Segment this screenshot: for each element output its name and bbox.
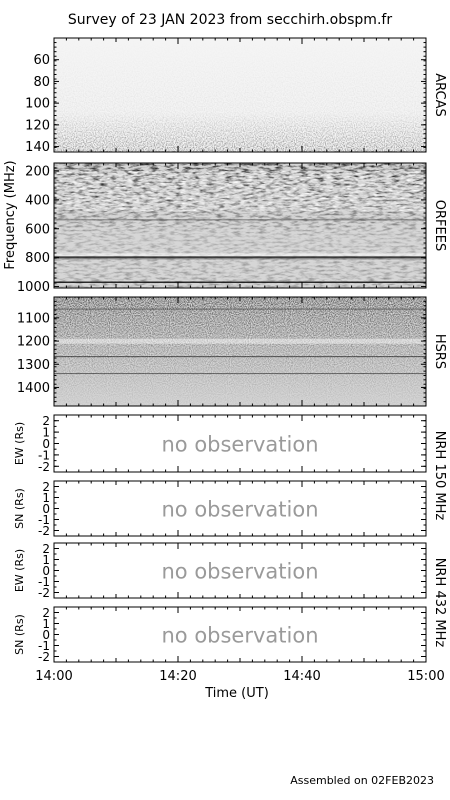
y-tick-label: 1300 xyxy=(17,358,50,373)
y-tick-label: -2 xyxy=(38,586,50,600)
spectrogram-band xyxy=(54,356,426,358)
y-tick-label: 200 xyxy=(25,164,50,179)
right-label-3: HSRS xyxy=(432,334,447,369)
spectrogram-band xyxy=(54,219,426,221)
spectrogram-noise xyxy=(54,297,426,406)
panel-3: 1100 1200 1300 1400 xyxy=(17,296,427,407)
no-observation-text: no observation xyxy=(161,498,318,522)
spectrogram-band xyxy=(54,253,426,257)
footer-assembled: Assembled on 02FEB2023 xyxy=(290,774,434,787)
shared-y-axis-label: Frequency (MHz) xyxy=(3,160,18,269)
y-tick-label: 2 xyxy=(42,414,50,428)
figure-title: Survey of 23 JAN 2023 from secchirh.obsp… xyxy=(68,12,392,28)
y-tick-label: -2 xyxy=(38,650,50,664)
panel-5: no observation SN (Rs) 210-1-2 xyxy=(13,480,427,538)
right-label-2: ORFEES xyxy=(432,200,447,251)
y-tick-label: 1 xyxy=(42,491,50,505)
panel-4: no observation EW (Rs) 210-1-2 xyxy=(13,414,427,474)
y-axis-label: EW (Rs) xyxy=(13,422,26,465)
right-label-1: ARCAS xyxy=(432,73,447,117)
y-tick-label: 1400 xyxy=(17,381,50,396)
y-tick-label: 400 xyxy=(25,193,50,208)
panel-7: no observation SN (Rs) 210-1-2 xyxy=(13,606,427,664)
y-tick-label: 2 xyxy=(42,606,50,620)
y-tick-label: 120 xyxy=(25,118,50,133)
y-tick-label: 800 xyxy=(25,251,50,266)
spectrogram-band xyxy=(54,308,426,310)
y-tick-label: 1100 xyxy=(17,311,50,326)
y-tick-label: -2 xyxy=(38,460,50,474)
y-axis-label: SN (Rs) xyxy=(13,614,26,655)
y-axis-label: SN (Rs) xyxy=(13,488,26,529)
spectrogram-band xyxy=(54,258,426,260)
y-tick-label: 2 xyxy=(42,542,50,556)
no-observation-text: no observation xyxy=(161,624,318,648)
y-tick-label: -1 xyxy=(38,639,50,653)
y-tick-label: -1 xyxy=(38,448,50,462)
x-tick-label: 14:40 xyxy=(283,669,320,684)
y-tick-label: 0 xyxy=(42,628,50,642)
y-tick-label: -1 xyxy=(38,513,50,527)
y-tick-label: 2 xyxy=(42,480,50,494)
y-tick-label: 1 xyxy=(42,617,50,631)
right-labels-group: ARCAS ORFEES HSRS NRH 150 MHz NRH 432 MHz xyxy=(432,73,447,647)
x-tick-label: 15:00 xyxy=(407,669,444,684)
x-tick-label: 14:00 xyxy=(35,669,72,684)
spectrogram-band xyxy=(54,256,426,259)
y-tick-label: 0 xyxy=(42,502,50,516)
y-tick-label: 600 xyxy=(25,222,50,237)
y-tick-label: -2 xyxy=(38,524,50,538)
y-tick-label: 140 xyxy=(25,140,50,155)
right-label-5: NRH 432 MHz xyxy=(432,558,447,648)
y-tick-label: 1 xyxy=(42,426,50,440)
no-observation-text: no observation xyxy=(161,433,318,457)
y-tick-label: 0 xyxy=(42,437,50,451)
spectrogram-noise xyxy=(54,38,426,152)
x-tick-label: 14:20 xyxy=(159,669,196,684)
y-tick-label: 60 xyxy=(33,53,50,68)
y-axis-label: EW (Rs) xyxy=(13,549,26,592)
y-tick-label: 1200 xyxy=(17,335,50,350)
spectrogram-band xyxy=(54,373,426,375)
spectrogram-bright-patches xyxy=(54,171,426,211)
y-tick-label: 1 xyxy=(42,553,50,567)
panel-1: 60 80 100 120 140 xyxy=(25,37,427,155)
y-tick-label: 100 xyxy=(25,97,50,112)
y-tick-label: 0 xyxy=(42,564,50,578)
panel-2: 200 400 600 800 1000 xyxy=(17,162,427,295)
right-label-4: NRH 150 MHz xyxy=(432,431,447,521)
y-tick-label: 1000 xyxy=(17,280,50,295)
panel-6: no observation EW (Rs) 210-1-2 xyxy=(13,542,427,600)
y-tick-label: -1 xyxy=(38,575,50,589)
shared-x-axis-label: Time (UT) xyxy=(204,686,269,701)
spectrogram-band xyxy=(54,338,426,344)
panels-group: 6080100120140200400600800100011001200130… xyxy=(13,37,445,684)
y-tick-label: 80 xyxy=(33,75,50,90)
no-observation-text: no observation xyxy=(161,560,318,584)
spectrogram-band xyxy=(54,281,426,283)
